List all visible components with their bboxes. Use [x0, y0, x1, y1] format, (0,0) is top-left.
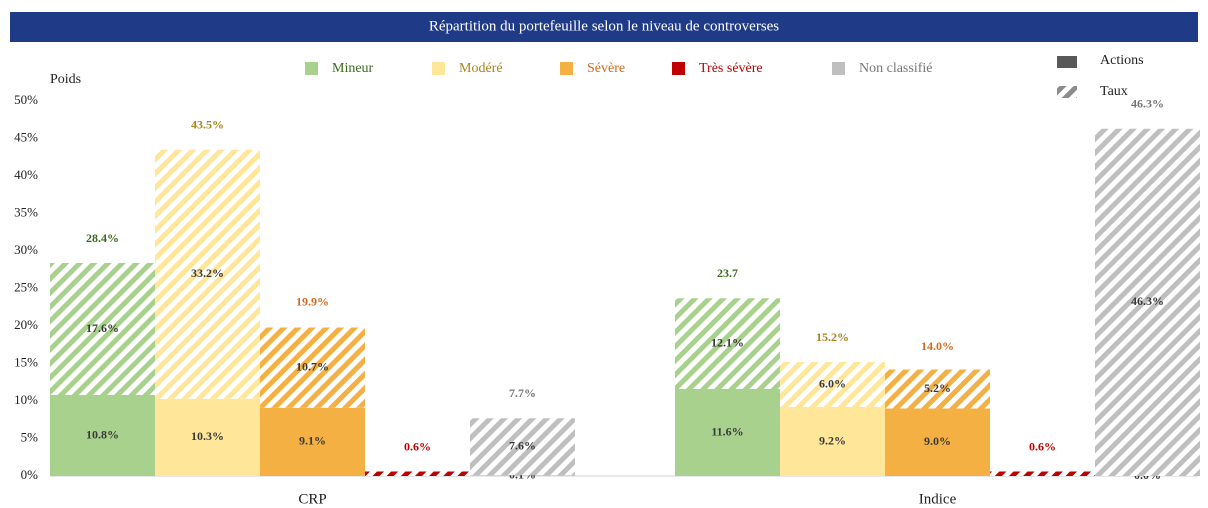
total-label: 23.7: [717, 266, 738, 280]
segment-label: 9.0%: [924, 434, 951, 448]
bar-actions: [675, 389, 780, 476]
bar-actions: [155, 398, 260, 476]
legend-label: Non classifié: [859, 61, 932, 76]
segment-label: 9.2%: [819, 433, 846, 447]
segment-label: 46.3%: [1131, 294, 1164, 308]
legend-label: Mineur: [332, 61, 374, 76]
y-tick-label: 35%: [14, 204, 38, 219]
bar-taux: [1095, 128, 1200, 476]
legend-label: Modéré: [459, 61, 503, 76]
bar-taux: [155, 149, 260, 399]
legend-swatch: [305, 62, 318, 75]
segment-label: 6.0%: [819, 376, 846, 390]
total-label: 28.4%: [86, 231, 119, 245]
segment-label: 11.6%: [711, 424, 743, 438]
y-tick-label: 40%: [14, 167, 38, 182]
total-label: 46.3%: [1131, 97, 1164, 111]
bar-actions: [50, 395, 155, 476]
total-label: 0.6%: [404, 439, 431, 453]
bar-actions: [470, 475, 575, 476]
x-tick-label: CRP: [298, 491, 326, 507]
total-label: 43.5%: [191, 118, 224, 132]
segment-label: 10.8%: [86, 427, 119, 441]
segment-label: 7.6%: [509, 439, 536, 453]
bar-taux: [470, 418, 575, 476]
segment-label: 10.3%: [191, 429, 224, 443]
legend-label: Actions: [1100, 53, 1144, 68]
legend-label: Taux: [1100, 84, 1128, 99]
bar-actions: [260, 407, 365, 476]
legend-label: Très sévère: [699, 61, 763, 76]
segment-label: 12.1%: [711, 335, 744, 349]
segment-label: 5.2%: [924, 381, 951, 395]
y-axis-label: Poids: [50, 72, 81, 87]
total-label: 14.0%: [921, 339, 954, 353]
bar-taux: [675, 298, 780, 389]
x-tick-label: Indice: [919, 491, 957, 507]
bar-actions: [780, 407, 885, 476]
total-label: 19.9%: [296, 295, 329, 309]
chart-title: Répartition du portefeuille selon le niv…: [429, 18, 779, 34]
segment-label: 9.1%: [299, 434, 326, 448]
total-label: 0.6%: [1029, 439, 1056, 453]
legend-swatch: [832, 62, 845, 75]
y-tick-label: 50%: [14, 92, 38, 107]
segment-label: 17.6%: [86, 321, 119, 335]
y-tick-label: 0%: [21, 467, 39, 482]
legend-swatch: [560, 62, 573, 75]
legend-swatch: [1057, 86, 1077, 98]
legend-swatch: [1057, 56, 1077, 68]
bar-taux: [365, 471, 470, 476]
y-tick-label: 45%: [14, 129, 38, 144]
y-tick-label: 20%: [14, 317, 38, 332]
bar-taux: [885, 369, 990, 409]
y-tick-label: 15%: [14, 354, 38, 369]
y-tick-label: 30%: [14, 242, 38, 257]
legend-swatch: [432, 62, 445, 75]
segment-label: 33.2%: [191, 266, 224, 280]
segment-label: 10.7%: [296, 359, 329, 373]
legend-swatch: [672, 62, 685, 75]
bar-taux: [50, 263, 155, 395]
bar-taux: [780, 362, 885, 407]
y-tick-label: 5%: [21, 429, 39, 444]
legend-label: Sévère: [587, 61, 625, 76]
y-tick-label: 25%: [14, 279, 38, 294]
total-label: 15.2%: [816, 330, 849, 344]
title-bar: [10, 12, 1198, 42]
bar-taux: [260, 327, 365, 408]
y-tick-label: 10%: [14, 392, 38, 407]
bar-actions: [885, 408, 990, 476]
total-label: 7.7%: [509, 386, 536, 400]
bar-taux: [990, 471, 1095, 476]
